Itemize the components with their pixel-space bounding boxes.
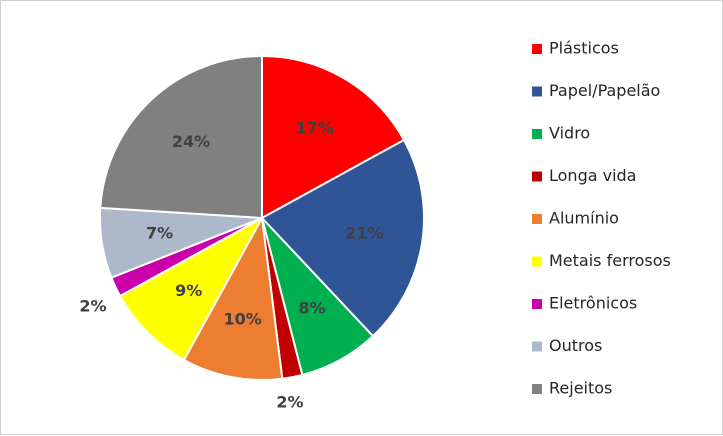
legend-swatch-aluminio (532, 214, 542, 224)
legend-swatch-longa-vida (532, 171, 542, 182)
data-label-longa-vida: 2% (276, 393, 303, 412)
legend-item-rejeitos: Rejeitos (532, 379, 612, 398)
pie-slice-rejeitos (99, 54, 263, 220)
legend-swatch-papel-papelao (532, 86, 542, 97)
legend-item-outros: Outros (532, 336, 602, 355)
data-label-papel-papelao: 21% (345, 224, 383, 243)
pie-data-labels: 17% 21% 8% 2% 10% 9% 2% 7% 24% (79, 118, 383, 411)
legend-swatch-outros (532, 341, 542, 352)
legend-label-outros: Outros (549, 336, 602, 355)
legend-item-longa-vida: Longa vida (532, 166, 636, 185)
pie-slice-aluminio (182, 214, 284, 381)
legend-swatch-rejeitos (532, 384, 542, 394)
data-label-outros: 7% (146, 224, 173, 243)
data-label-plasticos: 17% (296, 118, 334, 137)
legend-swatch-eletronicos (532, 299, 542, 309)
legend-swatch-vidro (532, 129, 542, 139)
legend-label-longa-vida: Longa vida (549, 166, 636, 185)
pie-slice-plasticos (261, 54, 406, 220)
legend-label-vidro: Vidro (549, 124, 590, 143)
legend-item-vidro: Vidro (532, 124, 590, 143)
legend-label-papel-papelao: Papel/Papelão (549, 81, 660, 100)
legend-item-aluminio: Alumínio (532, 209, 619, 228)
legend-item-eletronicos: Eletrônicos (532, 294, 637, 313)
legend-label-aluminio: Alumínio (549, 209, 619, 228)
legend-label-metais-ferrosos: Metais ferrosos (549, 251, 671, 270)
data-label-rejeitos: 24% (172, 132, 210, 151)
data-label-vidro: 8% (298, 298, 325, 317)
data-label-eletronicos: 2% (79, 297, 106, 316)
data-label-aluminio: 10% (223, 309, 261, 328)
legend-item-plasticos: Plásticos (532, 39, 619, 58)
legend-item-papel-papelao: Papel/Papelão (532, 81, 660, 100)
pie-slice-metais-ferrosos (118, 215, 265, 362)
legend-label-plasticos: Plásticos (549, 39, 619, 58)
legend-swatch-plasticos (532, 44, 542, 54)
data-label-metais-ferrosos: 9% (175, 281, 202, 300)
chart-legend: Plásticos Papel/Papelão Vidro Longa vida Alu… (532, 39, 671, 398)
legend-swatch-metais-ferrosos (532, 256, 542, 267)
legend-label-eletronicos: Eletrônicos (549, 294, 637, 313)
pie-slices (99, 54, 425, 381)
pie-slice-papel-papelao (260, 138, 425, 338)
legend-item-metais-ferrosos: Metais ferrosos (532, 251, 671, 270)
legend-label-rejeitos: Rejeitos (549, 379, 612, 398)
